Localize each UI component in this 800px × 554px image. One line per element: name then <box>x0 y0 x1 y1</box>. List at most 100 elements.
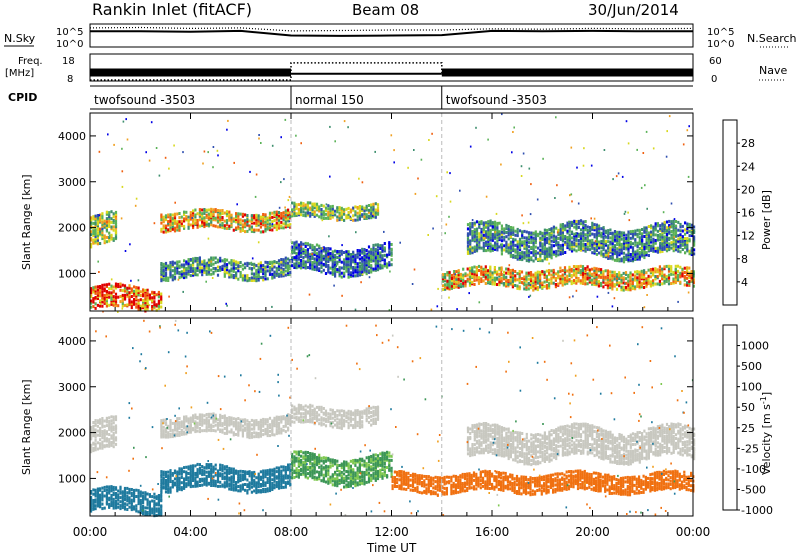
data-cell <box>164 218 168 222</box>
data-cell <box>96 441 99 445</box>
data-cell <box>550 245 553 249</box>
data-cell <box>557 246 560 250</box>
data-cell <box>575 221 578 225</box>
data-cell <box>541 252 544 255</box>
data-cell <box>151 507 154 511</box>
data-cell <box>589 239 592 243</box>
data-cell <box>105 497 108 501</box>
data-cell <box>171 421 174 425</box>
data-cell <box>103 223 106 227</box>
data-cell <box>271 272 274 276</box>
noise-cell <box>645 130 648 133</box>
data-cell <box>455 274 458 277</box>
data-cell <box>105 443 108 447</box>
data-cell <box>338 274 341 278</box>
data-cell <box>532 231 535 235</box>
data-cell <box>548 282 551 286</box>
data-cell <box>674 275 677 279</box>
data-cell <box>108 213 111 217</box>
data-cell <box>275 423 278 427</box>
noise-cell <box>278 206 281 209</box>
data-cell <box>668 248 671 252</box>
data-cell <box>536 285 539 289</box>
data-cell <box>534 237 537 241</box>
data-cell <box>543 250 546 254</box>
data-cell <box>198 422 201 426</box>
data-cell <box>101 224 104 228</box>
data-cell <box>334 209 337 213</box>
data-cell <box>123 293 127 297</box>
data-cell <box>324 424 328 428</box>
data-cell <box>94 434 97 438</box>
data-cell <box>329 258 332 262</box>
data-cell <box>295 258 298 262</box>
noise-cell <box>125 118 127 121</box>
data-cell <box>198 417 201 421</box>
data-cell <box>230 217 233 221</box>
data-cell <box>114 295 118 299</box>
data-cell <box>284 210 287 214</box>
data-cell <box>543 243 546 247</box>
data-cell <box>681 239 684 243</box>
data-cell <box>92 428 95 432</box>
data-cell <box>586 245 589 249</box>
data-cell <box>103 241 106 245</box>
noise-cell <box>607 255 610 258</box>
data-cell <box>300 420 303 424</box>
data-cell <box>214 269 217 273</box>
data-cell <box>532 281 535 285</box>
data-cell <box>336 260 339 264</box>
data-cell <box>489 265 492 269</box>
data-cell <box>636 235 639 239</box>
data-cell <box>151 296 154 300</box>
data-cell <box>96 303 99 307</box>
data-cell <box>176 220 179 224</box>
data-cell <box>374 213 377 217</box>
data-cell <box>654 277 657 281</box>
noise-cell <box>191 217 194 219</box>
data-cell <box>289 258 292 262</box>
data-cell <box>686 283 689 287</box>
data-cell <box>595 235 598 239</box>
noise-cell <box>124 250 127 252</box>
data-cell <box>302 259 305 263</box>
data-cell <box>468 272 472 276</box>
data-cell <box>280 220 283 224</box>
data-cell <box>327 247 330 250</box>
data-cell <box>469 239 472 243</box>
data-cell <box>661 227 664 231</box>
data-cell <box>96 217 99 221</box>
cpid-strip: CPID twofsound -3503 normal 150 twofsound … <box>8 85 693 110</box>
data-cell <box>656 282 659 286</box>
data-cell <box>388 247 391 251</box>
data-cell <box>679 271 682 275</box>
data-cell <box>367 269 371 273</box>
data-cell <box>205 222 208 226</box>
data-cell <box>462 284 465 288</box>
data-cell <box>203 222 206 226</box>
data-cell <box>661 229 664 233</box>
data-cell <box>496 239 499 243</box>
data-cell <box>92 300 95 304</box>
data-cell <box>543 247 546 251</box>
data-cell <box>309 211 312 215</box>
data-cell <box>108 239 111 243</box>
data-cell <box>570 267 573 271</box>
data-cell <box>665 277 668 281</box>
data-cell <box>103 494 106 498</box>
data-cell <box>450 286 453 290</box>
data-cell <box>225 431 229 435</box>
data-cell <box>291 212 294 216</box>
data-cell <box>591 238 594 242</box>
data-cell <box>552 250 555 254</box>
data-cell <box>634 285 637 289</box>
data-cell <box>631 246 635 250</box>
data-cell <box>555 251 558 255</box>
data-cell <box>625 245 628 249</box>
data-cell <box>520 270 524 274</box>
data-cell <box>153 495 156 499</box>
data-cell <box>354 218 357 222</box>
data-cell <box>577 239 580 242</box>
data-cell <box>284 430 287 434</box>
data-cell <box>498 280 501 284</box>
